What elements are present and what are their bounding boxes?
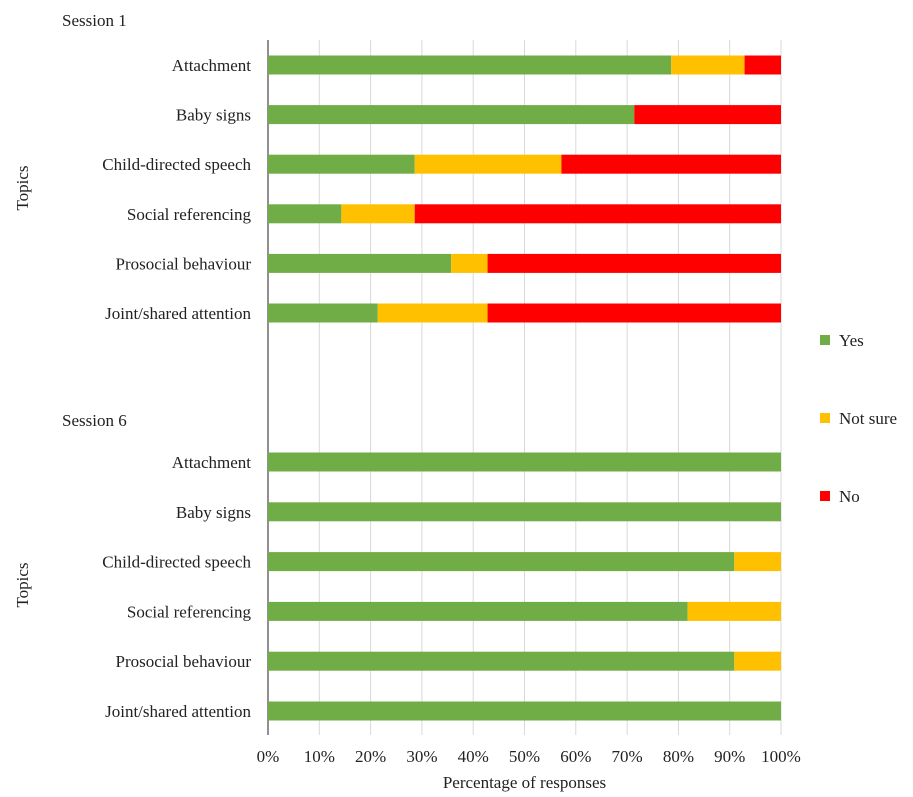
x-tick-label: 50%	[509, 747, 540, 766]
x-tick-label: 80%	[663, 747, 694, 766]
bar-segment-yes	[268, 601, 688, 621]
bar-layer	[268, 55, 781, 721]
bar-segment-not-sure	[451, 253, 488, 273]
bar-segment-yes	[268, 552, 735, 572]
label-layer: 0% 10% 20% 30% 40% 50% 60% 70% 80% 90% 100% Session…	[13, 11, 801, 792]
grid-layer	[267, 40, 782, 735]
bar-segment-no	[744, 55, 781, 75]
bar-segment-yes	[268, 253, 452, 273]
bar-segment-not-sure	[341, 204, 415, 224]
bar-segment-yes	[268, 651, 735, 671]
bar-segment-no	[414, 204, 781, 224]
x-tick-label: 10%	[304, 747, 335, 766]
bar-segment-yes	[268, 701, 781, 721]
bar-segment-not-sure	[734, 552, 781, 572]
bar-segment-yes	[268, 502, 781, 522]
x-tick-label: 100%	[761, 747, 801, 766]
x-tick-label: 30%	[406, 747, 437, 766]
panel-title: Session 1	[62, 11, 127, 30]
x-tick-label: 90%	[714, 747, 745, 766]
bar-segment-yes	[268, 204, 342, 224]
bar-segment-yes	[268, 55, 672, 75]
legend-label: Not sure	[839, 409, 897, 428]
panel-title: Session 6	[62, 411, 127, 430]
x-tick-label: 20%	[355, 747, 386, 766]
bar-segment-not-sure	[687, 601, 781, 621]
bar-segment-not-sure	[734, 651, 781, 671]
x-axis-title: Percentage of responses	[443, 773, 606, 792]
category-label: Baby signs	[176, 106, 251, 125]
bar-segment-no	[634, 105, 781, 125]
bar-segment-yes	[268, 154, 415, 174]
x-tick-label: 60%	[560, 747, 591, 766]
y-axis-title: Topics	[13, 165, 32, 210]
x-tick-label: 70%	[612, 747, 643, 766]
bar-segment-yes	[268, 105, 635, 125]
legend-swatch	[820, 413, 830, 423]
bar-segment-no	[487, 303, 781, 323]
x-tick-label: 0%	[257, 747, 280, 766]
category-label: Prosocial behaviour	[116, 652, 252, 671]
x-tick-label: 40%	[458, 747, 489, 766]
bar-segment-no	[561, 154, 781, 174]
legend-swatch	[820, 335, 830, 345]
category-label: Joint/shared attention	[105, 702, 251, 721]
category-label: Baby signs	[176, 503, 251, 522]
bar-segment-not-sure	[671, 55, 745, 75]
bar-segment-not-sure	[377, 303, 488, 323]
bar-segment-yes	[268, 303, 378, 323]
legend-label: No	[839, 487, 860, 506]
category-label: Attachment	[172, 453, 252, 472]
legend-label: Yes	[839, 331, 864, 350]
category-label: Social referencing	[127, 205, 252, 224]
category-label: Attachment	[172, 56, 252, 75]
category-label: Child-directed speech	[102, 155, 251, 174]
y-axis-title: Topics	[13, 562, 32, 607]
bar-segment-no	[487, 253, 781, 273]
category-label: Joint/shared attention	[105, 304, 251, 323]
category-label: Social referencing	[127, 602, 252, 621]
legend: Yes Not sure No	[820, 331, 897, 506]
category-label: Prosocial behaviour	[116, 254, 252, 273]
category-label: Child-directed speech	[102, 553, 251, 572]
bar-segment-not-sure	[414, 154, 562, 174]
bar-segment-yes	[268, 452, 781, 472]
legend-swatch	[820, 491, 830, 501]
